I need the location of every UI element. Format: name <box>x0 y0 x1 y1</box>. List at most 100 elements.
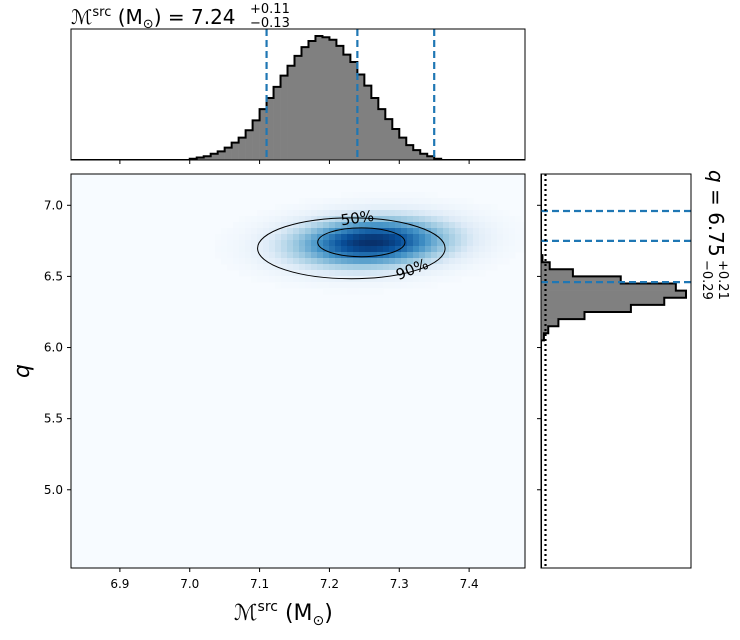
density-cell <box>275 210 282 217</box>
density-cell <box>353 246 360 253</box>
density-cell <box>449 258 456 265</box>
top-histogram-bar <box>385 119 393 160</box>
density-cell <box>311 258 318 265</box>
density-cell <box>401 198 408 205</box>
density-cell <box>449 252 456 259</box>
y-tick-label: 6.5 <box>44 269 63 283</box>
density-cell <box>275 234 282 241</box>
density-cell <box>305 240 312 247</box>
density-cell <box>503 234 510 241</box>
density-cell <box>425 252 432 259</box>
top-histogram-bar <box>378 109 386 160</box>
density-cell <box>317 222 324 229</box>
density-cell <box>233 234 240 241</box>
density-cell <box>341 282 348 289</box>
top-histogram-bar <box>350 62 358 160</box>
density-cell <box>383 282 390 289</box>
density-cell <box>443 246 450 253</box>
density-cell <box>233 240 240 247</box>
density-cell <box>509 228 516 235</box>
density-cell <box>407 204 414 211</box>
density-cell <box>395 198 402 205</box>
density-cell <box>323 264 330 271</box>
density-cell <box>407 258 414 265</box>
density-cell <box>293 234 300 241</box>
density-cell <box>461 204 468 211</box>
density-cell <box>311 210 318 217</box>
density-cell <box>389 258 396 265</box>
main-panel: 50%90% 6.9 7.0 7.1 7.2 7.3 7.45.05.56.06.57.0 <box>44 173 526 591</box>
right-title-minus-error: −0.29 <box>699 260 714 300</box>
right-title-equals: = <box>704 183 728 212</box>
x-label-unit-close: ) <box>324 601 333 626</box>
density-cell <box>437 246 444 253</box>
density-cell <box>239 264 246 271</box>
density-cell <box>257 222 264 229</box>
density-cell <box>281 222 288 229</box>
top-title-unit-subscript: ⊙ <box>143 17 154 32</box>
right-panel-frame <box>540 173 692 569</box>
density-cell <box>335 258 342 265</box>
density-cell <box>359 234 366 241</box>
density-cell <box>233 246 240 253</box>
top-histogram-bar <box>315 36 323 160</box>
density-cell <box>407 264 414 271</box>
density-cell <box>287 246 294 253</box>
density-cell <box>425 204 432 211</box>
top-histogram-outline <box>71 35 525 160</box>
density-cell <box>347 252 354 259</box>
density-cell <box>287 276 294 283</box>
density-cell <box>371 282 378 289</box>
density-cell <box>413 282 420 289</box>
right-title-value: 6.75 <box>704 212 728 257</box>
density-cell <box>377 246 384 253</box>
density-cell <box>473 228 480 235</box>
density-cell <box>377 288 384 295</box>
top-title-minus-error: −0.13 <box>250 16 290 31</box>
density-cell <box>347 240 354 247</box>
density-cell <box>419 228 426 235</box>
density-cell <box>395 192 402 199</box>
density-cell <box>449 228 456 235</box>
density-cell <box>353 204 360 211</box>
density-cell <box>275 282 282 289</box>
density-cell <box>323 204 330 211</box>
density-cell <box>371 252 378 259</box>
density-cell <box>323 246 330 253</box>
density-cell <box>281 270 288 277</box>
density-cell <box>389 270 396 277</box>
density-cell <box>437 204 444 211</box>
density-cell <box>299 276 306 283</box>
density-cell <box>431 210 438 217</box>
right-histogram-bar <box>541 319 559 327</box>
density-cell <box>521 222 525 229</box>
density-cell <box>395 252 402 259</box>
density-cell <box>437 198 444 205</box>
density-cell <box>395 276 402 283</box>
density-cell <box>449 204 456 211</box>
density-cell <box>341 240 348 247</box>
density-cell <box>467 222 474 229</box>
density-cell <box>281 216 288 223</box>
density-cell <box>257 240 264 247</box>
density-cell <box>353 192 360 199</box>
density-cell <box>461 198 468 205</box>
density-cell <box>335 234 342 241</box>
density-cell <box>431 252 438 259</box>
density-cell <box>293 222 300 229</box>
density-cell <box>275 270 282 277</box>
density-cell <box>245 270 252 277</box>
density-cell <box>275 258 282 265</box>
density-cell <box>509 246 516 253</box>
top-histogram-bar <box>392 129 400 160</box>
density-cell <box>437 240 444 247</box>
density-cell <box>479 264 486 271</box>
density-cell <box>263 234 270 241</box>
density-cell <box>449 240 456 247</box>
density-cell <box>479 240 486 247</box>
density-cell <box>413 216 420 223</box>
density-cell <box>275 216 282 223</box>
top-histogram-bar <box>308 40 316 160</box>
density-cell <box>287 258 294 265</box>
density-cell <box>329 270 336 277</box>
